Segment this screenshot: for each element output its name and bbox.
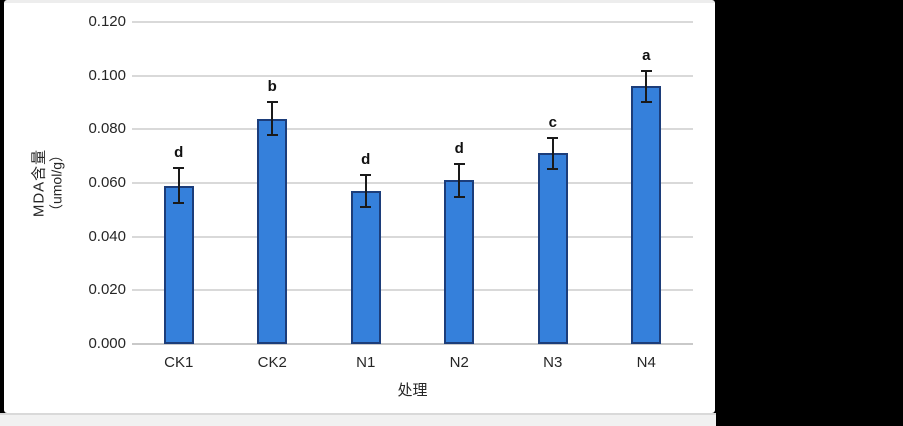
chart-panel: MDA含量 （umol/g） 0.000 0.020 0.040 0.060 0.080… <box>4 0 715 413</box>
significance-letter: a <box>642 47 651 65</box>
significance-letter: b <box>267 78 277 96</box>
gridline <box>132 235 693 238</box>
significance-letter: d <box>361 150 371 168</box>
error-bar-cap <box>640 70 652 73</box>
y-tick-label: 0.080 <box>88 120 126 138</box>
y-axis-title-text: MDA含量 （umol/g） <box>31 98 66 268</box>
error-bar <box>645 70 648 103</box>
error-bar-cap <box>547 137 559 140</box>
x-tick-label-N2: N2 <box>449 354 469 371</box>
error-bar <box>551 137 554 170</box>
error-bar <box>271 101 274 137</box>
error-bar-cap <box>266 134 278 137</box>
y-axis-tick-labels: 0.000 0.020 0.040 0.060 0.080 0.100 0.120 <box>62 13 126 352</box>
error-bar-cap <box>453 195 465 198</box>
gridline <box>132 74 693 77</box>
x-axis-line <box>132 343 693 345</box>
x-axis-tick-labels: CK1 CK2 N1 N2 N3 N4 <box>132 353 693 373</box>
bar-N2 <box>444 180 475 344</box>
gridline <box>132 289 693 292</box>
y-tick-label: 0.100 <box>88 66 126 84</box>
y-tick-label: 0.000 <box>88 335 126 352</box>
x-tick-label-N4: N4 <box>636 354 656 371</box>
y-tick-label: 0.120 <box>88 13 126 30</box>
x-tick-label-CK1: CK1 <box>164 354 194 371</box>
error-bar-cap <box>173 166 185 169</box>
x-tick-label-N3: N3 <box>543 354 563 371</box>
y-tick-label: 0.060 <box>88 174 126 191</box>
error-bar-cap <box>547 167 559 170</box>
window-bottom-edge <box>0 413 716 426</box>
significance-letter: d <box>174 143 184 161</box>
error-bar <box>177 166 180 205</box>
gridline <box>132 21 693 23</box>
gridline <box>132 128 693 131</box>
error-bar <box>458 162 461 198</box>
gridline <box>132 182 693 184</box>
error-bar-cap <box>640 100 652 103</box>
significance-letter: c <box>548 114 557 132</box>
bar-CK2 <box>257 118 288 344</box>
x-axis-title: 处理 <box>397 382 428 399</box>
y-tick-label: 0.020 <box>88 281 126 299</box>
error-bar <box>364 173 367 209</box>
significance-letter: d <box>454 139 464 157</box>
plot-area: d b d d c a <box>132 21 693 345</box>
x-tick-label-CK2: CK2 <box>257 354 287 371</box>
x-tick-label-N1: N1 <box>356 354 376 371</box>
bar-N4 <box>631 86 662 344</box>
error-bar-cap <box>453 162 465 165</box>
error-bar-cap <box>360 206 372 209</box>
bar-N1 <box>350 191 381 344</box>
y-tick-label: 0.040 <box>88 227 126 245</box>
error-bar-cap <box>173 202 185 205</box>
error-bar-cap <box>360 173 372 176</box>
y-axis-title-line1: MDA含量 <box>30 148 48 218</box>
error-bar-cap <box>266 101 278 104</box>
bar-N3 <box>537 153 568 344</box>
bar-CK1 <box>163 185 194 344</box>
